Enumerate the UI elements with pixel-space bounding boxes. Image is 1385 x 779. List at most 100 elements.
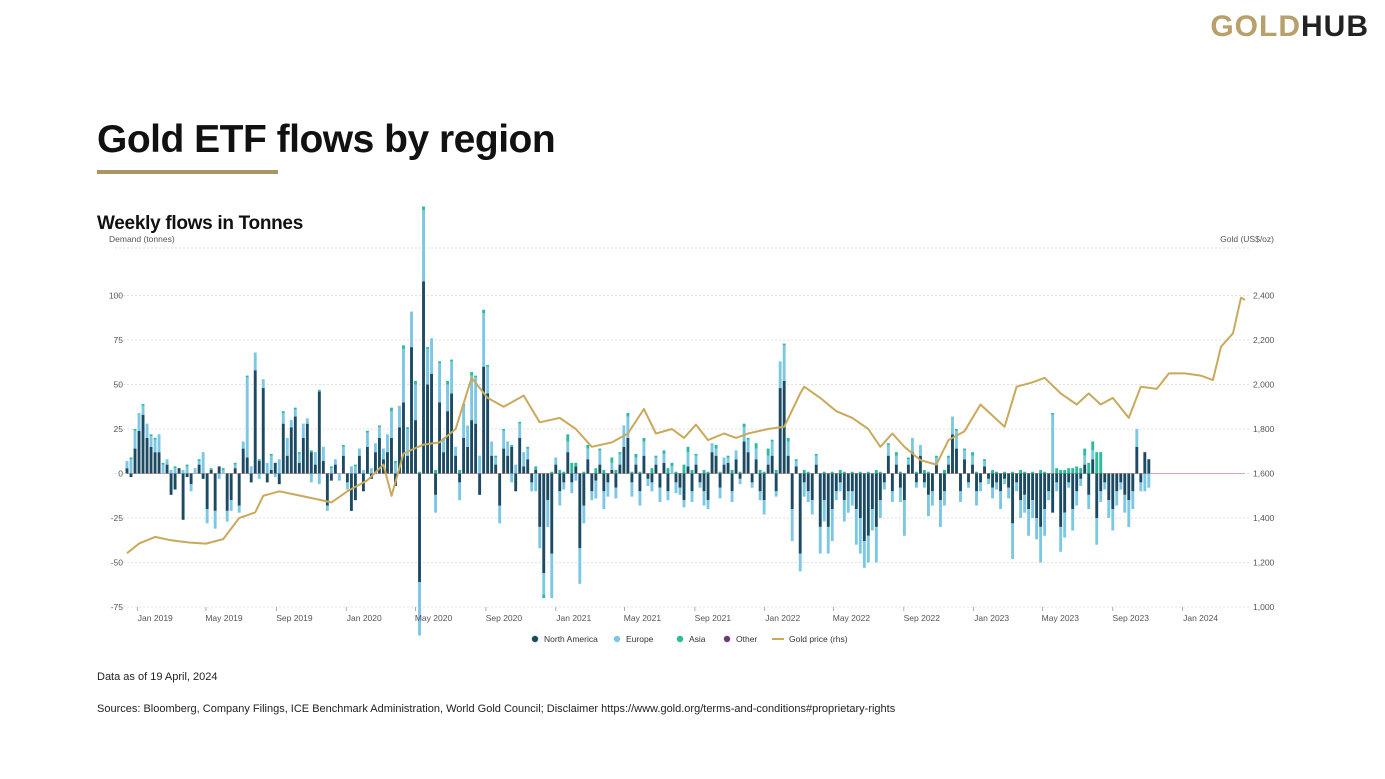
north-america-bar [586,459,590,474]
north-america-bar [538,473,542,527]
north-america-bar [594,473,598,481]
asia-bar [694,453,698,456]
y-tick-label-left: -50 [111,558,124,568]
north-america-bar [1059,473,1063,527]
north-america-bar [289,427,293,474]
goldhub-logo: GOLDHUB [1210,10,1369,44]
asia-bar [774,469,778,474]
north-america-bar [642,455,646,474]
europe-bar [935,457,938,465]
north-america-bar [329,473,333,481]
europe-bar [410,311,413,348]
europe-bar [642,441,646,456]
europe-bar [947,457,950,465]
north-america-bar [1051,473,1055,513]
europe-bar [522,452,526,467]
asia-bar [582,471,586,474]
asia-bar [594,468,598,474]
north-america-bar [1075,473,1079,492]
north-america-bar [971,464,974,474]
europe-bar [766,455,770,465]
y-tick-label-right: 1,600 [1253,469,1275,479]
asia-bar [754,443,758,449]
y-tick-label-left: -25 [111,513,124,523]
asia-bar [1011,471,1015,474]
north-america-bar [658,473,662,488]
chart-axes: 100 75 50 25 0 -25 -50 -75 2,400 2,200 2,000 1,800 1… [109,234,1275,623]
north-america-bar [297,462,301,474]
europe-bar [1131,491,1135,510]
north-america-bar [818,473,822,527]
europe-bar [1067,482,1071,488]
europe-bar [794,461,798,467]
legend-other-label: Other [736,634,757,644]
asia-bar [1055,468,1059,474]
asia-bar [674,471,678,474]
north-america-bar [478,473,482,495]
x-tick-label: May 2019 [205,613,243,623]
north-america-bar [726,462,730,474]
north-america-bar [317,391,321,474]
europe-bar [345,482,349,490]
europe-bar [241,441,245,449]
europe-bar [594,480,598,499]
asia-bar [257,459,261,462]
asia-bar [329,466,333,469]
asia-bar [185,464,189,467]
north-america-bar [774,473,778,492]
europe-bar [369,468,373,474]
legend-north-america-label: North America [544,634,598,644]
europe-bar [838,482,842,492]
europe-bar [910,437,914,453]
europe-bar [289,420,293,428]
north-america-bar [766,464,770,474]
asia-bar [1079,468,1083,474]
europe-bar [249,466,253,474]
north-america-bar [886,455,890,474]
asia-bar [730,469,734,474]
north-america-bar [830,473,834,510]
europe-bar [987,478,990,485]
north-america-bar [321,461,325,474]
europe-bar [257,473,261,479]
y-tick-label-left: 25 [114,424,124,434]
europe-bar [1011,523,1015,559]
north-america-bar [638,473,642,492]
y-tick-label-right: 2,000 [1253,380,1275,390]
north-america-bar [466,446,470,474]
europe-bar [229,500,233,511]
north-america-bar [1019,473,1023,501]
asia-bar [947,455,950,458]
europe-bar [466,425,470,447]
asia-bar [402,345,405,349]
north-america-bar [281,423,285,474]
north-america-bar [967,473,970,483]
europe-bar [390,411,393,438]
north-america-bar [233,468,237,474]
asia-bar [534,466,538,470]
north-america-bar [666,473,670,492]
north-america-bar [634,464,638,474]
north-america-bar [1003,473,1007,479]
north-america-bar [738,473,742,479]
europe-bar [834,491,838,501]
north-america-bar [1039,473,1043,527]
asia-bar [1075,466,1079,474]
europe-bar [273,473,277,478]
europe-bar [670,466,674,474]
asia-bar [738,471,742,474]
north-america-bar [947,464,950,474]
north-america-bar [750,473,754,483]
europe-bar [890,491,894,502]
north-america-bar [606,473,610,483]
europe-bar [746,439,750,453]
europe-bar [221,469,225,474]
europe-bar [510,473,514,483]
asia-bar [746,437,750,440]
asia-bar [1043,471,1047,474]
europe-bar [874,526,878,563]
europe-bar [374,443,377,453]
europe-bar [277,459,281,474]
asia-bar [762,471,766,474]
asia-bar [690,469,694,474]
